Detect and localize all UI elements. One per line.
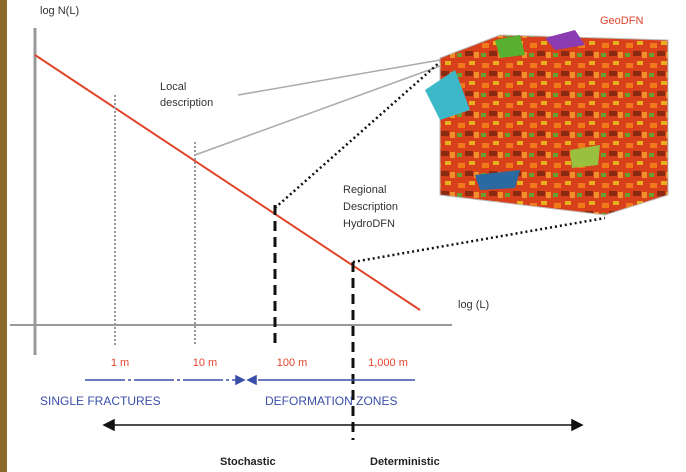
connector [195,66,440,155]
scale-label: 10 m [193,357,217,369]
range-label: DEFORMATION ZONES [265,394,397,408]
fracture-network-cube [425,30,668,215]
annotation: Description [343,201,398,213]
approach-label: Deterministic [370,456,440,468]
scale-label: 1,000 m [368,357,408,369]
annotation: Regional [343,184,386,196]
scale-label: 100 m [277,357,308,369]
photo-edge [0,0,7,472]
x-axis-label: log (L) [458,299,489,311]
scale-label: 1 m [111,357,129,369]
range-label: SINGLE FRACTURES [40,394,161,408]
approach-label: Stochastic [220,456,276,468]
diagram: log N(L) log (L) GeoDFN Local descriptio… [0,0,686,472]
model-label: GeoDFN [600,15,643,27]
annotation: HydroDFN [343,218,395,230]
annotation: Local [160,81,186,93]
y-axis-label: log N(L) [40,5,79,17]
power-law-line [35,55,420,310]
annotation: description [160,97,213,109]
approach-arrow [104,420,582,430]
range-arrows [85,376,415,384]
